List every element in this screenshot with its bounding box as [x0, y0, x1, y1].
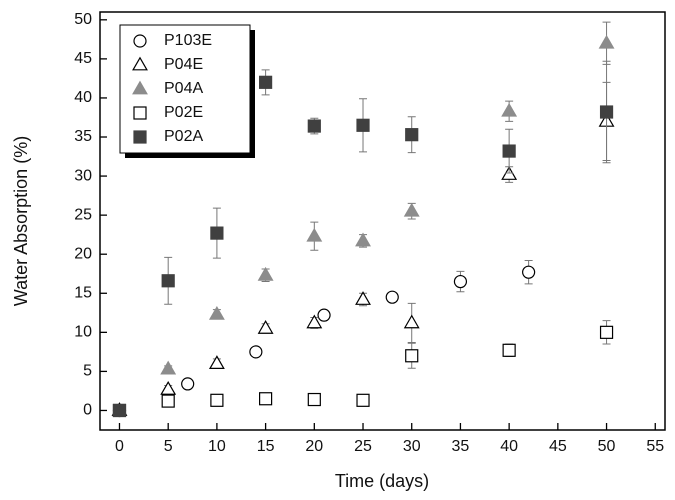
legend-label: P103E [164, 32, 212, 49]
point [403, 314, 420, 329]
point [598, 34, 615, 49]
legend-marker [133, 34, 147, 48]
point [306, 227, 323, 242]
y-tick-label: 15 [74, 284, 92, 301]
point [307, 392, 321, 407]
point [502, 343, 516, 357]
point [385, 290, 399, 304]
y-axis-title: Water Absorption (%) [11, 136, 31, 306]
y-tick-label: 10 [74, 324, 92, 341]
x-tick-label: 45 [549, 438, 567, 455]
point [356, 118, 370, 132]
legend-label: P02A [164, 128, 203, 145]
point [208, 305, 225, 320]
legend-marker [132, 56, 148, 71]
x-tick-label: 55 [646, 438, 664, 455]
x-tick-label: 0 [115, 438, 124, 455]
point [355, 232, 371, 247]
point [405, 349, 419, 363]
point [160, 380, 177, 395]
legend-label: P04E [164, 56, 203, 73]
legend-marker [133, 106, 147, 120]
point [112, 403, 127, 418]
point [453, 274, 468, 289]
point [405, 128, 419, 142]
y-tick-label: 50 [74, 11, 92, 28]
y-tick-label: 25 [74, 206, 92, 223]
point [161, 274, 175, 288]
point [355, 291, 371, 305]
point [599, 325, 614, 339]
point [502, 144, 516, 158]
point [522, 265, 536, 279]
x-tick-label: 35 [452, 438, 470, 455]
x-tick-label: 20 [305, 438, 323, 455]
y-tick-label: 5 [83, 363, 92, 380]
plot-frame [99, 11, 666, 431]
x-axis-title: Time (days) [335, 471, 429, 491]
y-tick-label: 20 [74, 245, 92, 262]
point [599, 105, 614, 119]
point [501, 102, 518, 117]
point [210, 226, 224, 240]
x-tick-label: 10 [208, 438, 226, 455]
x-tick-label: 25 [354, 438, 372, 455]
x-tick-label: 15 [257, 438, 275, 455]
point [317, 308, 331, 322]
legend-marker [132, 80, 148, 95]
legend-label: P02E [164, 104, 203, 121]
y-tick-label: 35 [74, 128, 92, 145]
point [249, 345, 263, 359]
y-tick-label: 0 [83, 402, 92, 419]
point [210, 393, 224, 407]
point [403, 202, 420, 217]
legend-marker [133, 130, 147, 144]
y-tick-label: 30 [74, 167, 92, 184]
point [181, 377, 195, 391]
point [356, 393, 370, 407]
y-tick-label: 40 [74, 89, 92, 106]
point [259, 392, 273, 406]
x-tick-label: 40 [500, 438, 518, 455]
point [257, 320, 274, 334]
x-tick-label: 5 [164, 438, 173, 455]
point [306, 314, 323, 329]
x-tick-label: 50 [598, 438, 616, 455]
x-tick-label: 30 [403, 438, 421, 455]
point [257, 266, 274, 281]
legend-label: P04A [164, 80, 203, 97]
point [161, 394, 175, 408]
point [259, 75, 273, 89]
point [160, 360, 177, 375]
point [208, 355, 225, 369]
point [307, 119, 321, 133]
y-tick-label: 45 [74, 50, 92, 67]
